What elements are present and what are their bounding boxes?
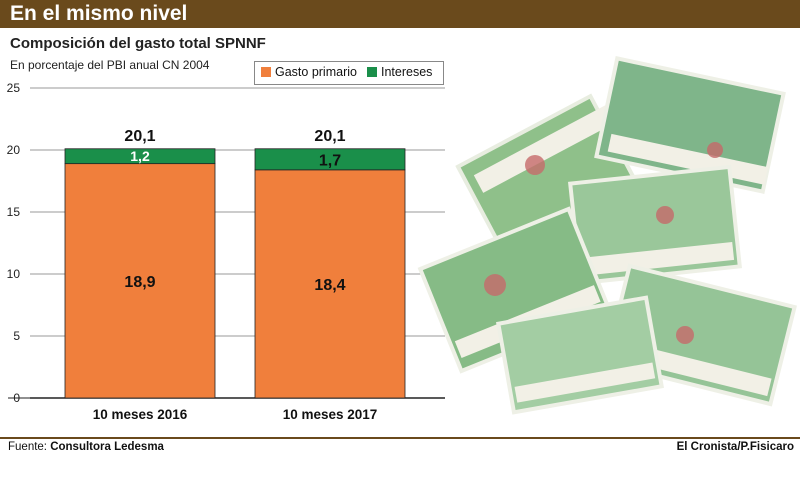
- source-note: Fuente: Consultora Ledesma: [8, 441, 164, 453]
- footer-rule: [0, 437, 800, 439]
- bar-gasto-primario-1: [254, 169, 406, 399]
- legend-item-intereses: Intereses: [367, 65, 432, 79]
- data-label-intereses-1: 1,7: [319, 152, 341, 169]
- legend-item-gasto-primario: Gasto primario: [261, 65, 357, 79]
- x-tick-label-0: 10 meses 2016: [93, 407, 188, 422]
- y-tick-label-15: 15: [7, 205, 21, 219]
- y-tick-label-10: 10: [7, 267, 21, 281]
- total-label-1: 20,1: [314, 128, 345, 145]
- legend-label-intereses: Intereses: [381, 65, 433, 79]
- legend-swatch-intereses: [367, 67, 377, 77]
- legend-label-gasto-primario: Gasto primario: [275, 65, 357, 79]
- total-label-0: 20,1: [124, 128, 155, 145]
- header-banner: En el mismo nivel: [0, 0, 800, 28]
- banknote-stack-6: [496, 295, 664, 415]
- chart-subtitle: Composición del gasto total SPNNF: [10, 35, 266, 52]
- y-tick-label-20: 20: [7, 143, 21, 157]
- banknotes-photo: [417, 56, 797, 415]
- chart-legend: Gasto primario Intereses: [254, 61, 444, 85]
- source-label: Fuente:: [8, 441, 47, 453]
- y-tick-label-5: 5: [13, 329, 20, 343]
- bar-gasto-primario-0: [64, 163, 216, 399]
- banknote-details: [484, 142, 723, 344]
- banknote-stack-3: [568, 164, 742, 286]
- source-value: Consultora Ledesma: [50, 441, 164, 453]
- page-title: En el mismo nivel: [10, 2, 188, 25]
- bar-intereses-1: [254, 148, 406, 171]
- legend-swatch-gasto-primario: [261, 67, 271, 77]
- data-label-intereses-0: 1,2: [130, 148, 150, 164]
- data-label-gasto-primario-0: 18,9: [124, 274, 155, 291]
- y-tick-label-25: 25: [7, 81, 21, 95]
- bar-intereses-0: [64, 148, 216, 165]
- x-tick-label-1: 10 meses 2017: [283, 407, 378, 422]
- credit-note: El Cronista/P.Fisicaro: [676, 441, 794, 453]
- data-label-gasto-primario-1: 18,4: [314, 277, 345, 294]
- chart-units: En porcentaje del PBI anual CN 2004: [10, 58, 210, 72]
